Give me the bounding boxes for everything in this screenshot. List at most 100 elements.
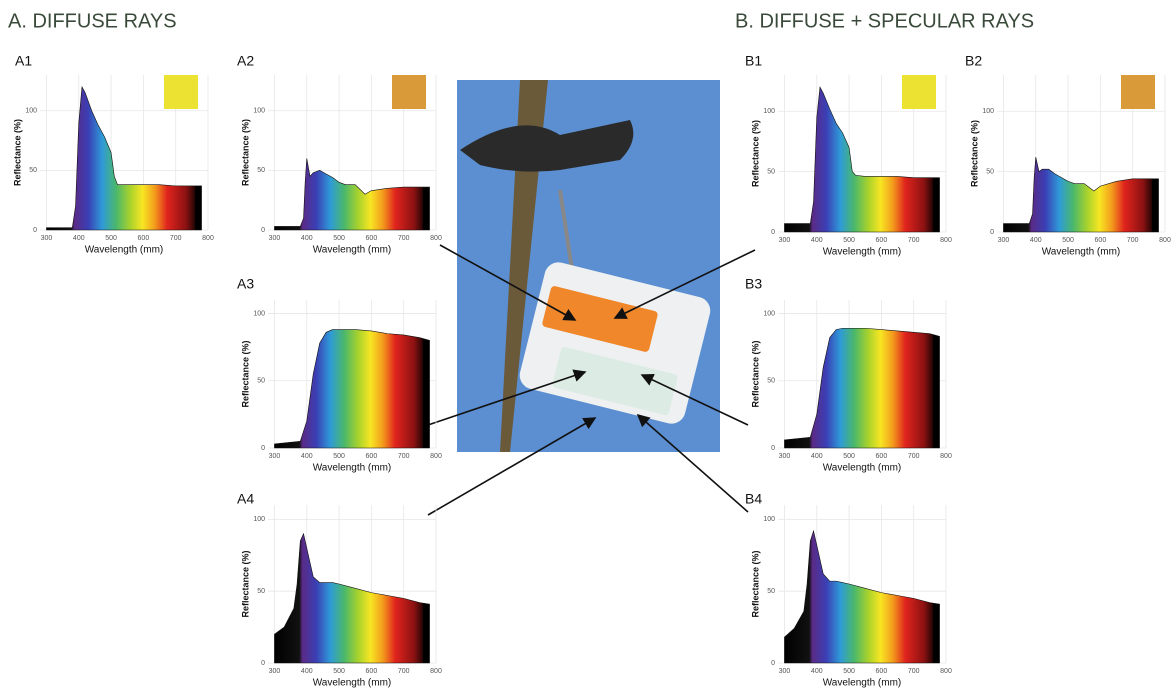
x-tick-label: 800 xyxy=(430,453,442,460)
x-tick-label: 500 xyxy=(333,668,345,675)
x-tick-label: 700 xyxy=(908,668,920,675)
panel-label: B4 xyxy=(745,491,762,507)
spectrum-chart: A4050100300400500600700800Wavelength (mm… xyxy=(237,491,442,689)
y-tick-label: 0 xyxy=(771,445,775,452)
figure: A. DIFFUSE RAYS B. DIFFUSE + SPECULAR RA… xyxy=(0,0,1174,697)
x-tick-label: 600 xyxy=(366,453,378,460)
x-tick-label: 300 xyxy=(779,237,791,244)
x-tick-label: 600 xyxy=(366,668,378,675)
x-tick-label: 800 xyxy=(940,453,952,460)
x-tick-label: 800 xyxy=(940,237,952,244)
x-tick-label: 600 xyxy=(1095,237,1107,244)
y-tick-label: 100 xyxy=(253,108,265,115)
x-tick-label: 600 xyxy=(876,237,888,244)
y-tick-label: 50 xyxy=(29,167,37,174)
x-tick-label: 700 xyxy=(170,235,182,242)
x-tick-label: 400 xyxy=(301,453,313,460)
panel-label: A4 xyxy=(237,491,254,507)
y-tick-label: 100 xyxy=(253,310,265,317)
x-axis-label: Wavelength (mm) xyxy=(1042,247,1121,258)
x-tick-label: 700 xyxy=(1127,237,1139,244)
spectrum-area xyxy=(274,534,429,663)
spectrum-area xyxy=(274,158,429,230)
y-tick-label: 0 xyxy=(33,227,37,234)
y-tick-label: 0 xyxy=(771,660,775,667)
panel-label: B2 xyxy=(965,53,982,69)
x-tick-label: 400 xyxy=(1030,237,1042,244)
x-tick-label: 400 xyxy=(811,453,823,460)
x-axis-label: Wavelength (mm) xyxy=(313,678,392,689)
x-tick-label: 700 xyxy=(398,668,410,675)
x-axis-label: Wavelength (mm) xyxy=(823,247,902,258)
x-tick-label: 600 xyxy=(876,453,888,460)
x-axis-label: Wavelength (mm) xyxy=(313,245,392,256)
x-tick-label: 600 xyxy=(876,668,888,675)
x-tick-label: 500 xyxy=(1062,237,1074,244)
y-tick-label: 50 xyxy=(257,378,265,385)
panel-label: A2 xyxy=(237,53,254,69)
x-tick-label: 800 xyxy=(940,668,952,675)
x-axis-label: Wavelength (mm) xyxy=(313,463,392,474)
y-tick-label: 0 xyxy=(990,229,994,236)
x-tick-label: 400 xyxy=(301,235,313,242)
y-tick-label: 50 xyxy=(257,167,265,174)
panel-label: A1 xyxy=(15,53,32,69)
x-tick-label: 400 xyxy=(811,237,823,244)
spectrum-area xyxy=(784,531,939,663)
x-tick-label: 400 xyxy=(73,235,85,242)
x-tick-label: 600 xyxy=(138,235,150,242)
x-tick-label: 400 xyxy=(811,668,823,675)
color-swatch xyxy=(392,75,426,109)
x-tick-label: 300 xyxy=(779,668,791,675)
y-axis-label: Reflectance (%) xyxy=(240,550,250,617)
y-tick-label: 50 xyxy=(767,168,775,175)
x-tick-label: 300 xyxy=(269,235,281,242)
y-tick-label: 50 xyxy=(767,378,775,385)
y-axis-label: Reflectance (%) xyxy=(240,340,250,407)
x-tick-label: 500 xyxy=(333,453,345,460)
panel-label: A3 xyxy=(237,276,254,292)
x-tick-label: 500 xyxy=(843,237,855,244)
heading: A. DIFFUSE RAYS xyxy=(8,10,177,32)
spectrum-area xyxy=(274,330,429,448)
y-tick-label: 0 xyxy=(261,445,265,452)
panel-label: B3 xyxy=(745,276,762,292)
x-tick-label: 700 xyxy=(908,453,920,460)
spectrum-chart: B1 0 50 100 300 400 500 600 700 800 Wavelength (mm… xyxy=(745,53,952,258)
x-tick-label: 500 xyxy=(843,668,855,675)
x-tick-label: 300 xyxy=(998,237,1010,244)
y-tick-label: 100 xyxy=(253,516,265,523)
x-tick-label: 300 xyxy=(269,453,281,460)
y-tick-label: 100 xyxy=(763,108,775,115)
x-tick-label: 400 xyxy=(301,668,313,675)
y-tick-label: 0 xyxy=(261,227,265,234)
y-tick-label: 100 xyxy=(763,310,775,317)
x-tick-label: 500 xyxy=(333,235,345,242)
x-tick-label: 800 xyxy=(1159,237,1171,244)
color-swatch xyxy=(902,75,936,109)
y-tick-label: 0 xyxy=(771,229,775,236)
panel-label: B1 xyxy=(745,53,762,69)
y-tick-label: 100 xyxy=(25,108,37,115)
x-axis-label: Wavelength (mm) xyxy=(823,678,902,689)
y-axis-label: Reflectance (%) xyxy=(969,120,979,187)
spectrum-chart: B4050100300400500600700800Wavelength (mm… xyxy=(745,491,952,689)
x-tick-label: 700 xyxy=(398,235,410,242)
x-axis-label: Wavelength (mm) xyxy=(85,245,164,256)
x-tick-label: 600 xyxy=(366,235,378,242)
spectrum-chart: A2 0 50 100 300 400 500 600 700 800 Wavelength (mm… xyxy=(237,53,442,256)
x-tick-label: 700 xyxy=(908,237,920,244)
photo xyxy=(457,80,720,452)
y-axis-label: Reflectance (%) xyxy=(240,119,250,186)
y-tick-label: 50 xyxy=(986,168,994,175)
x-tick-label: 300 xyxy=(779,453,791,460)
x-tick-label: 800 xyxy=(430,235,442,242)
x-tick-label: 800 xyxy=(430,668,442,675)
color-swatch xyxy=(1121,75,1155,109)
y-tick-label: 100 xyxy=(763,516,775,523)
spectrum-area xyxy=(1003,157,1158,232)
